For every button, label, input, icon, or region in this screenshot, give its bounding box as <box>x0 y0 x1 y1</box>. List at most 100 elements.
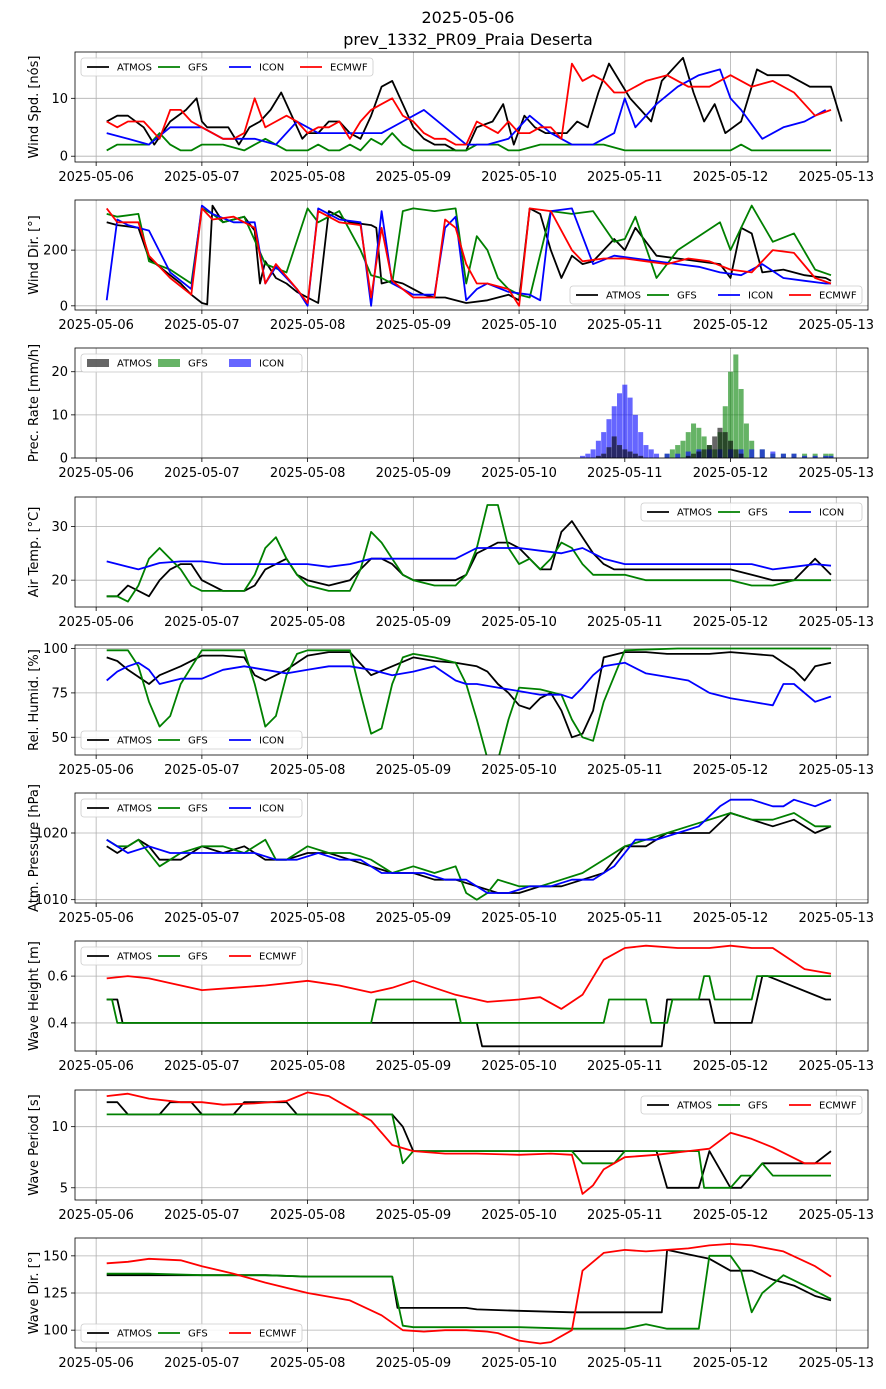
x-tick-label: 2025-05-09 <box>376 615 452 630</box>
series-line-atmos <box>106 520 832 598</box>
bar-atmos <box>738 453 744 458</box>
bar-atmos <box>706 445 712 458</box>
bar-icon <box>664 453 670 458</box>
x-tick-label: 2025-05-06 <box>58 615 134 630</box>
x-tick-label: 2025-05-10 <box>481 170 557 185</box>
x-tick-label: 2025-05-08 <box>270 911 346 926</box>
panel-3: 2025-05-06 2025-05-07 2025-05-08 2025-05-09… <box>27 344 874 481</box>
x-tick-label: 2025-05-07 <box>164 911 240 926</box>
bar-icon <box>812 455 818 458</box>
y-tick-label: 30 <box>51 520 68 535</box>
x-tick-label: 2025-05-11 <box>587 1208 663 1223</box>
x-tick-label: 2025-05-11 <box>587 763 663 778</box>
x-tick-label: 2025-05-07 <box>164 466 240 481</box>
legend-label: GFS <box>188 63 208 74</box>
x-tick-label: 2025-05-12 <box>693 318 769 333</box>
panel-5: 2025-05-06 2025-05-07 2025-05-08 2025-05-09… <box>27 642 874 778</box>
x-tick-label: 2025-05-08 <box>270 318 346 333</box>
bar-atmos <box>696 451 702 458</box>
legend-label: ICON <box>259 804 284 815</box>
axes-frame <box>74 792 869 904</box>
plot-area <box>106 504 832 603</box>
y-tick-label: 10 <box>51 408 68 423</box>
legend-label: GFS <box>748 508 768 519</box>
series-line-gfs <box>106 812 831 901</box>
bar-atmos <box>632 453 638 458</box>
y-axis-label: Wave Height [m] <box>27 941 42 1051</box>
x-tick-label: 2025-05-12 <box>693 1059 769 1074</box>
legend-box <box>80 1323 303 1343</box>
plot-area <box>106 944 832 1048</box>
bar-icon <box>828 455 834 458</box>
x-tick-label: 2025-05-13 <box>798 911 874 926</box>
y-axis-label: Wind Spd. [nós] <box>27 56 42 159</box>
bar-icon <box>590 449 596 458</box>
legend-box <box>640 502 863 522</box>
bar-atmos <box>691 453 697 458</box>
legend-label: ATMOS <box>117 736 152 747</box>
bar-icon <box>580 455 586 458</box>
y-tick-label: 0.4 <box>47 1016 68 1031</box>
legend-label: ATMOS <box>117 359 152 370</box>
bar-gfs <box>685 432 691 458</box>
x-tick-label: 2025-05-12 <box>693 1208 769 1223</box>
y-axis-label: Atm. Pressure [hPa] <box>27 784 42 912</box>
legend-label: ATMOS <box>117 804 152 815</box>
y-axis-label: Wave Period [s] <box>27 1094 42 1195</box>
legend-box <box>80 798 303 818</box>
y-tick-label: 50 <box>51 731 68 746</box>
bar-icon <box>611 406 617 458</box>
series-line-icon <box>106 661 832 707</box>
legend: ATMOS GFS ICON <box>80 730 303 750</box>
y-tick-label: 1020 <box>35 827 68 842</box>
bar-atmos <box>606 447 612 458</box>
x-tick-label: 2025-05-09 <box>376 1208 452 1223</box>
plot-area <box>106 56 843 152</box>
x-tick-label: 2025-05-06 <box>58 318 134 333</box>
bar-atmos <box>638 455 644 458</box>
legend-swatch <box>87 359 109 367</box>
x-tick-label: 2025-05-11 <box>587 615 663 630</box>
x-tick-label: 2025-05-06 <box>58 170 134 185</box>
x-tick-label: 2025-05-08 <box>270 170 346 185</box>
y-tick-label: 10 <box>51 1120 68 1135</box>
y-axis-label: Wave Dir. [°] <box>27 1252 42 1335</box>
y-tick-label: 150 <box>43 1249 68 1264</box>
bar-gfs <box>680 440 686 458</box>
series-line-ecmwf <box>106 944 832 1010</box>
panel-2: 2025-05-06 2025-05-07 2025-05-08 2025-05-09… <box>27 199 874 333</box>
series-line-gfs <box>106 504 831 603</box>
y-tick-label: 0 <box>60 150 68 165</box>
legend-label: ECMWF <box>259 1329 297 1340</box>
x-tick-label: 2025-05-10 <box>481 1059 557 1074</box>
bar-atmos <box>617 445 623 458</box>
bar-atmos <box>712 436 718 458</box>
series-line-gfs <box>106 132 831 152</box>
bar-gfs <box>669 449 675 458</box>
bar-icon <box>585 453 591 458</box>
plot-area <box>105 204 832 307</box>
panel-9: 2025-05-06 2025-05-07 2025-05-08 2025-05-09… <box>27 1237 874 1371</box>
legend-label: GFS <box>188 952 208 963</box>
legend: ATMOS GFS ICON <box>80 353 303 373</box>
bar-atmos <box>722 432 728 458</box>
bar-atmos <box>595 455 601 458</box>
series-line-ecmwf <box>106 1243 832 1345</box>
series-line-atmos <box>106 975 831 1048</box>
y-tick-label: 20 <box>51 365 68 380</box>
bar-atmos <box>717 427 723 458</box>
legend-label: ICON <box>819 508 844 519</box>
x-tick-label: 2025-05-13 <box>798 466 874 481</box>
x-tick-label: 2025-05-08 <box>270 763 346 778</box>
bar-icon <box>654 453 660 458</box>
legend-label: ECMWF <box>819 291 857 302</box>
bar-gfs <box>743 423 749 458</box>
legend-swatch <box>158 359 180 367</box>
bar-icon <box>749 449 755 458</box>
y-tick-label: 20 <box>51 574 68 589</box>
bar-icon <box>606 419 612 458</box>
series-line-atmos <box>106 1249 832 1314</box>
x-tick-label: 2025-05-08 <box>270 615 346 630</box>
x-tick-label: 2025-05-08 <box>270 1208 346 1223</box>
y-tick-label: 5 <box>60 1181 68 1196</box>
